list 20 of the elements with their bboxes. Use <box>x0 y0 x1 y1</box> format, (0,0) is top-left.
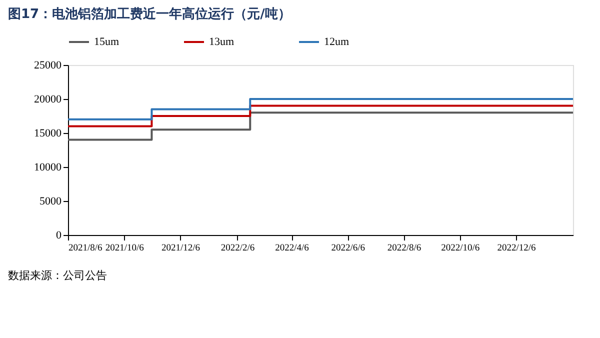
y-tick-label: 5000 <box>40 196 62 208</box>
y-tick-label: 15000 <box>34 128 62 140</box>
chart-title: 图17：电池铝箔加工费近一年高位运行（元/吨） <box>8 6 291 22</box>
legend-label: 15um <box>94 36 120 48</box>
x-tick-label: 2022/2/6 <box>220 244 255 254</box>
x-tick-label: 2022/12/6 <box>497 244 536 254</box>
x-tick-label: 2022/10/6 <box>441 244 480 254</box>
x-tick-label: 2022/6/6 <box>331 244 366 254</box>
x-tick-label: 2022/4/6 <box>275 244 310 254</box>
source-note: 数据来源：公司公告 <box>8 269 107 282</box>
y-tick-label: 0 <box>56 230 62 242</box>
y-tick-label: 20000 <box>34 94 62 106</box>
x-tick-label: 2021/8/6 <box>68 244 103 254</box>
legend-label: 12um <box>324 36 350 48</box>
y-tick-label: 10000 <box>34 162 62 174</box>
x-tick-label: 2021/12/6 <box>161 244 200 254</box>
x-tick-label: 2022/8/6 <box>387 244 422 254</box>
x-tick-label: 2021/10/6 <box>105 244 144 254</box>
legend-label: 13um <box>209 36 234 48</box>
y-tick-label: 25000 <box>34 60 62 72</box>
